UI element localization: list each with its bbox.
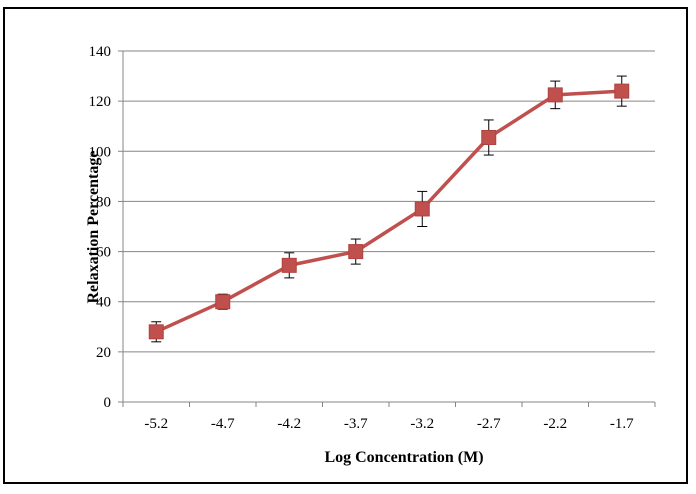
x-tick-label: -4.7: [211, 416, 235, 432]
chart-frame: [3, 7, 688, 484]
data-point: [148, 324, 164, 340]
series-line: [155, 89, 622, 334]
y-tick-label: 40: [96, 295, 111, 311]
y-tick-label: 80: [96, 194, 111, 210]
data-point: [614, 83, 630, 99]
x-tick-label: -4.2: [277, 416, 301, 432]
gridlines: [123, 50, 655, 353]
y-axis-ticks: 0 20 40 60 80 100 120 140: [89, 44, 123, 411]
x-tick-label: -1.7: [610, 416, 634, 432]
x-axis-title: Log Concentration (M): [324, 449, 483, 466]
data-series: [148, 83, 630, 340]
y-tick-label: 20: [96, 345, 111, 361]
data-point: [481, 129, 497, 145]
error-bars: [151, 75, 627, 343]
x-tick-label: -2.7: [477, 416, 501, 432]
data-point: [547, 87, 563, 103]
y-tick-label: 120: [89, 94, 112, 110]
data-point: [281, 257, 297, 273]
x-tick-label: -3.2: [410, 416, 434, 432]
data-point: [215, 294, 231, 310]
x-tick-label: -2.2: [543, 416, 567, 432]
y-tick-label: 0: [104, 395, 112, 411]
data-point: [348, 244, 364, 260]
x-axis-ticks: -5.2 -4.7 -4.2 -3.7 -3.2 -2.7 -2.2 -1.7: [122, 402, 656, 432]
y-tick-label: 140: [89, 44, 112, 60]
x-tick-label: -5.2: [144, 416, 168, 432]
y-axis-title: Relaxation Percentage: [85, 151, 102, 304]
data-point: [414, 201, 430, 217]
x-tick-label: -3.7: [344, 416, 368, 432]
axes: [122, 51, 655, 403]
y-tick-label: 60: [96, 245, 111, 261]
y-tick-label: 100: [89, 144, 112, 160]
